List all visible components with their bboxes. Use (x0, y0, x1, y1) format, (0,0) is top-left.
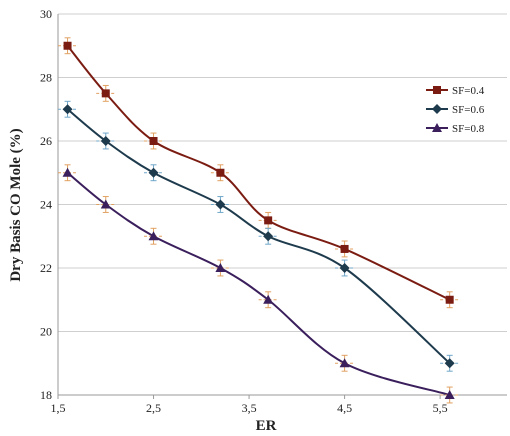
data-point (444, 390, 455, 399)
legend-item: SF=0.8 (426, 123, 485, 135)
series-SF=0.6 (58, 100, 460, 372)
data-point (62, 167, 73, 177)
data-point (62, 104, 73, 115)
series-line (66, 171, 450, 396)
data-point (100, 136, 111, 146)
data-point (445, 295, 454, 304)
x-tick-label: 2,5 (146, 401, 161, 415)
legend-label: SF=0.8 (452, 123, 485, 135)
series-line (66, 108, 451, 364)
data-point (100, 199, 111, 209)
y-tick-label: 28 (40, 71, 52, 85)
x-tick-label: 3,5 (242, 401, 257, 415)
data-point (339, 263, 350, 273)
data-point (264, 216, 273, 225)
data-point (263, 294, 274, 304)
y-tick-label: 18 (40, 388, 52, 402)
y-tick-label: 20 (40, 325, 52, 339)
y-axis-title: Dry Basis CO Mole (%) (8, 128, 24, 281)
x-tick-label: 5,5 (433, 401, 448, 415)
x-tick-label: 1,5 (51, 401, 66, 415)
legend-marker (432, 123, 442, 132)
y-tick-label: 30 (40, 7, 52, 21)
data-point (263, 231, 274, 242)
data-point (149, 137, 158, 145)
legend-marker (432, 104, 442, 114)
data-point (215, 263, 226, 272)
data-point (148, 231, 159, 241)
legend-label: SF=0.4 (452, 85, 485, 97)
series-group (58, 37, 460, 404)
legend-item: SF=0.4 (426, 85, 485, 97)
data-point (101, 89, 110, 98)
data-point (148, 167, 159, 178)
legend-label: SF=0.6 (452, 104, 485, 116)
data-point (444, 358, 455, 369)
data-point (339, 358, 350, 368)
data-point (340, 244, 349, 253)
series-SF=0.8 (58, 164, 460, 404)
legend-marker (433, 86, 441, 94)
y-tick-label: 22 (40, 261, 52, 275)
data-point (63, 41, 72, 50)
tick-labels: 18 20 22 24 26 28 30 1,5 2,5 3,5 4,5 5,5 (40, 7, 448, 415)
series-line (66, 45, 451, 301)
x-axis-title: ER (256, 418, 277, 434)
data-point (216, 168, 225, 177)
legend: SF=0.4 SF=0.6 SF=0.8 (426, 85, 485, 135)
x-tick-label: 4,5 (337, 401, 352, 415)
axes (57, 14, 507, 399)
legend-item: SF=0.6 (426, 104, 485, 116)
data-point (215, 199, 226, 210)
gridlines (58, 13, 507, 332)
y-tick-label: 24 (40, 198, 52, 212)
y-tick-label: 26 (40, 134, 52, 148)
series-SF=0.4 (58, 37, 460, 309)
